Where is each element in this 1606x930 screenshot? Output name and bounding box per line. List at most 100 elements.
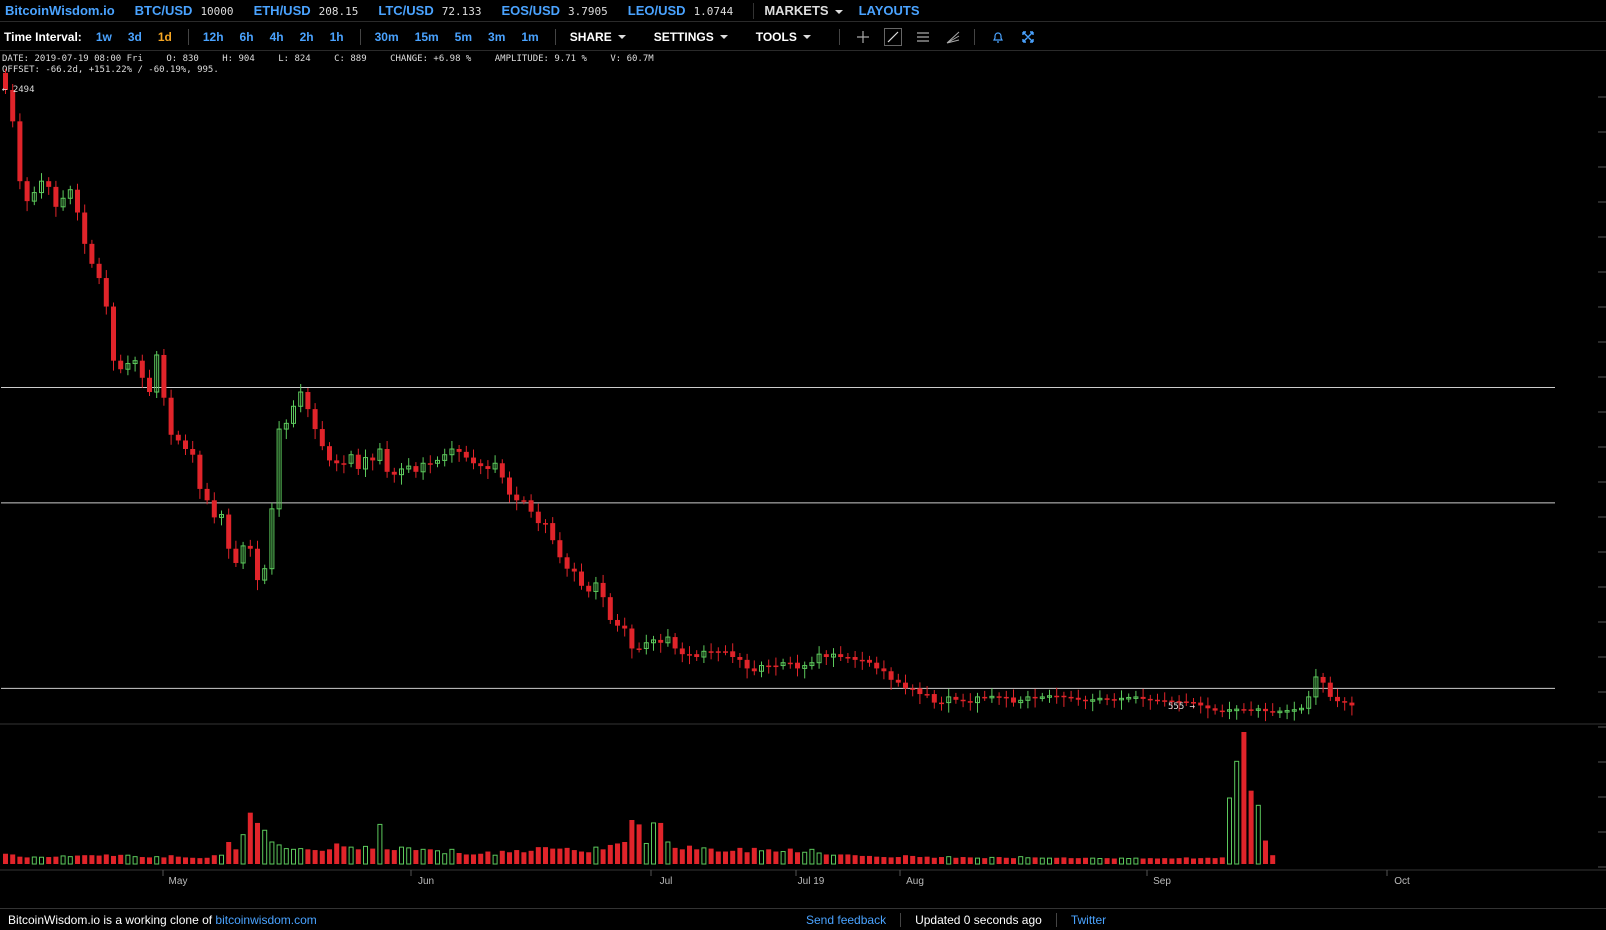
candle-body [46, 181, 52, 187]
interval-5m[interactable]: 5m [454, 29, 473, 44]
fullscreen-icon[interactable] [1019, 28, 1037, 46]
volume-bar [125, 854, 131, 865]
markets-menu[interactable]: MARKETS [764, 3, 843, 18]
interval-12h[interactable]: 12h [202, 29, 224, 44]
volume-bar [888, 857, 894, 864]
candle-body [1270, 711, 1276, 713]
line-icon[interactable] [883, 27, 902, 46]
candle-body [125, 363, 131, 370]
info-amplitude: AMPLITUDE: 9.71 % [494, 54, 587, 64]
volume-bar [787, 848, 793, 864]
volume-bar [190, 857, 196, 864]
tools-dropdown[interactable]: TOOLS [756, 30, 811, 44]
share-dropdown[interactable]: SHARE [570, 30, 626, 44]
volume-bar [363, 845, 368, 865]
candle-body [766, 665, 772, 668]
volume-bar [139, 857, 145, 864]
candle-body [204, 488, 210, 501]
volume-bar [600, 849, 606, 864]
volume-bar [867, 855, 872, 864]
candle-body [514, 494, 520, 501]
interval-6h[interactable]: 6h [239, 29, 254, 44]
interval-1h[interactable]: 1h [329, 29, 344, 44]
parallel-lines-icon[interactable] [914, 28, 932, 46]
bitcoinwisdom-link[interactable]: bitcoinwisdom.com [215, 912, 317, 927]
candle-body [867, 659, 872, 663]
candle-body [845, 657, 851, 659]
ticker-eos[interactable]: EOS/USD 3.7905 [501, 3, 608, 18]
interval-2h[interactable]: 2h [299, 29, 314, 44]
info-low: L: 824 [278, 54, 311, 64]
candle-body [1191, 702, 1196, 704]
x-tick-label: Jun [418, 876, 434, 887]
candle-body [1176, 701, 1182, 703]
ticker-btc[interactable]: BTC/USD 10000 [134, 3, 234, 18]
settings-dropdown[interactable]: SETTINGS [654, 30, 728, 44]
interval-1w[interactable]: 1w [95, 29, 112, 44]
send-feedback-link[interactable]: Send feedback [806, 912, 887, 927]
x-tick-label: Aug [906, 876, 924, 887]
candle-body [1061, 695, 1067, 698]
volume-bar [89, 855, 95, 864]
candle-body [924, 694, 930, 696]
volume-bar [1169, 858, 1175, 864]
volume-bar [471, 854, 476, 864]
volume-bar [456, 853, 462, 864]
volume-bar [463, 854, 469, 864]
candle-body [413, 466, 419, 472]
interval-15m[interactable]: 15m [414, 29, 439, 44]
interval-1d[interactable]: 1d [157, 29, 172, 44]
ticker-leo[interactable]: LEO/USD 1.0744 [627, 3, 734, 18]
candle-body [1119, 697, 1124, 701]
bell-icon[interactable] [989, 28, 1007, 46]
volume-bar [3, 853, 8, 864]
volume-bar [211, 855, 217, 864]
volume-bar [276, 844, 282, 865]
info-change: CHANGE: +6.98 % [390, 54, 472, 64]
candle-body [183, 440, 188, 450]
volume-bar [319, 850, 325, 864]
interval-30m[interactable]: 30m [374, 29, 399, 44]
interval-3d[interactable]: 3d [127, 29, 142, 44]
candle-body [953, 696, 959, 700]
volume-bar [499, 850, 505, 864]
layouts-menu[interactable]: LAYOUTS [858, 3, 920, 18]
candle-body [715, 651, 721, 653]
candles [3, 68, 1355, 722]
volume-bar [708, 848, 714, 864]
candle-body [946, 696, 952, 704]
candle-body [89, 243, 95, 264]
ticker-eth[interactable]: ETH/USD 208.15 [253, 3, 359, 18]
volume-bar [996, 857, 1002, 864]
interval-1m[interactable]: 1m [521, 29, 539, 44]
crosshair-icon[interactable] [854, 28, 872, 46]
volume-bar [507, 852, 512, 864]
x-tick-label: Jul 19 [798, 876, 825, 887]
candle-body [75, 189, 80, 213]
candle-body [377, 448, 383, 461]
interval-3m[interactable]: 3m [488, 29, 506, 44]
volume-bar [1025, 857, 1031, 865]
candle-body [1155, 699, 1160, 702]
price-chart[interactable]: May Jun Jul Jul 19 Aug Sep Oct ← 2494 555 → [0, 52, 1606, 908]
candle-body [1219, 710, 1225, 713]
candle-body [197, 454, 203, 489]
candle-body [247, 545, 253, 549]
site-logo[interactable]: BitcoinWisdom.io [5, 3, 115, 18]
volume-bar [10, 854, 16, 864]
candle-body [751, 668, 757, 672]
volume-bar [1248, 790, 1254, 864]
fan-icon[interactable] [944, 28, 962, 46]
volume-bar [629, 820, 635, 864]
interval-4h[interactable]: 4h [269, 29, 284, 44]
volume-bar [204, 857, 210, 864]
volume-bar [1133, 857, 1139, 865]
candle-body [622, 625, 628, 629]
twitter-link[interactable]: Twitter [1070, 912, 1107, 927]
ticker-ltc[interactable]: LTC/USD 72.133 [378, 3, 482, 18]
volume-bar [845, 854, 851, 864]
volume-bar [960, 857, 966, 864]
candle-body [118, 360, 124, 370]
volume-bar [852, 855, 858, 864]
volume-bar [442, 853, 448, 865]
